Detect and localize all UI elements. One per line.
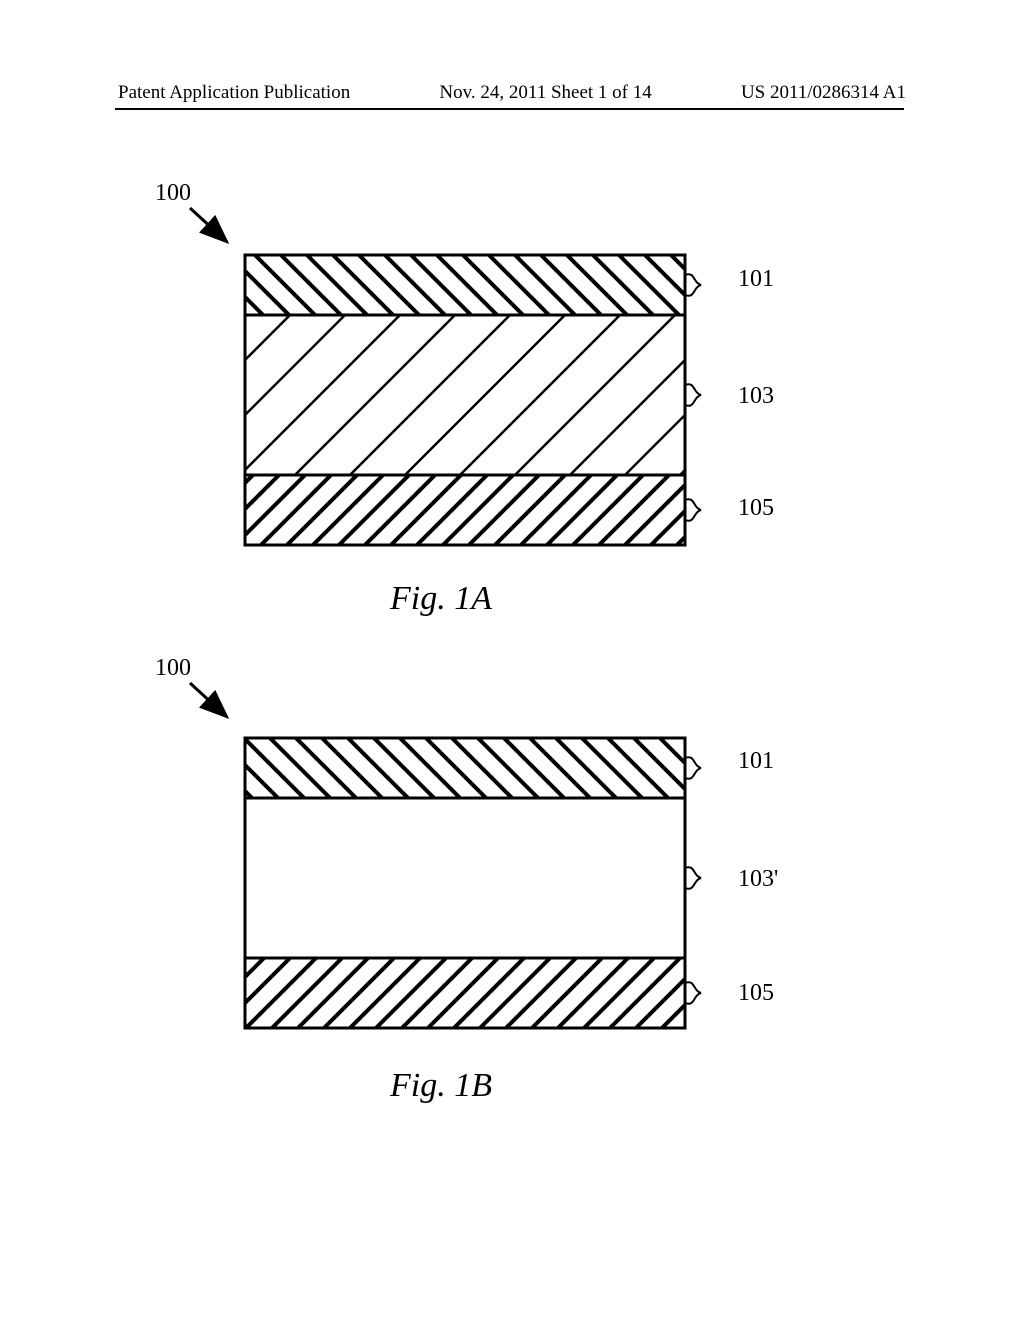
figA-pointer-label: 100	[155, 180, 191, 207]
svg-text:103': 103'	[738, 866, 778, 892]
svg-text:103: 103	[738, 383, 774, 409]
figB-caption: Fig. 1B	[390, 1067, 492, 1105]
svg-text:105: 105	[738, 495, 774, 521]
svg-text:101: 101	[738, 266, 774, 292]
figB-pointer-label: 100	[155, 655, 191, 682]
svg-text:101: 101	[738, 748, 774, 774]
svg-text:105: 105	[738, 980, 774, 1006]
figA-caption: Fig. 1A	[390, 580, 492, 618]
figures-canvas: 101 103 105 101 103' 105	[0, 0, 1024, 1320]
